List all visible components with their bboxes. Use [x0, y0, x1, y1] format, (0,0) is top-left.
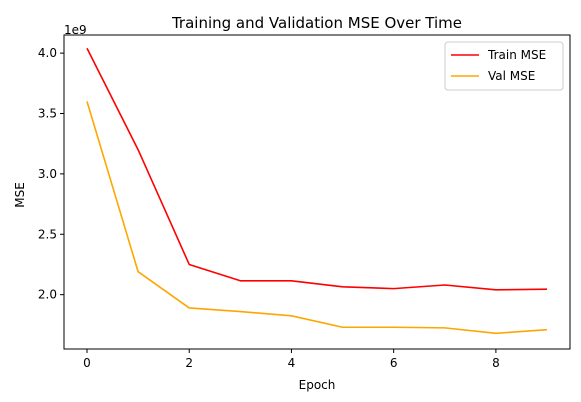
plot-lines — [86, 47, 548, 335]
x-tick-label: 2 — [185, 356, 193, 370]
x-tick-label: 4 — [288, 356, 296, 370]
series-line — [86, 101, 548, 335]
legend-label: Val MSE — [488, 69, 535, 83]
y-tick-label: 3.5 — [38, 107, 57, 121]
x-tick-label: 6 — [390, 356, 398, 370]
legend-box — [444, 41, 564, 91]
y-tick-label: 2.0 — [38, 288, 57, 302]
y-axis-label: MSE — [13, 182, 27, 208]
plot-frame — [63, 34, 571, 350]
chart-title: Training and Validation MSE Over Time — [171, 14, 462, 32]
legend-label: Train MSE — [487, 48, 546, 62]
legend: Train MSE Val MSE — [444, 41, 564, 91]
x-tick-label: 8 — [492, 356, 500, 370]
x-tick-label: 0 — [83, 356, 91, 370]
series-line — [86, 47, 548, 291]
y-tick-label: 4.0 — [38, 46, 57, 60]
axis-ticks: 0 2 4 6 8 2.0 2.5 3.0 3.5 4.0 — [38, 46, 500, 370]
y-tick-label: 3.0 — [38, 167, 57, 181]
x-axis-label: Epoch — [299, 378, 336, 392]
y-offset-text: 1e9 — [64, 23, 87, 37]
y-tick-label: 2.5 — [38, 227, 57, 241]
